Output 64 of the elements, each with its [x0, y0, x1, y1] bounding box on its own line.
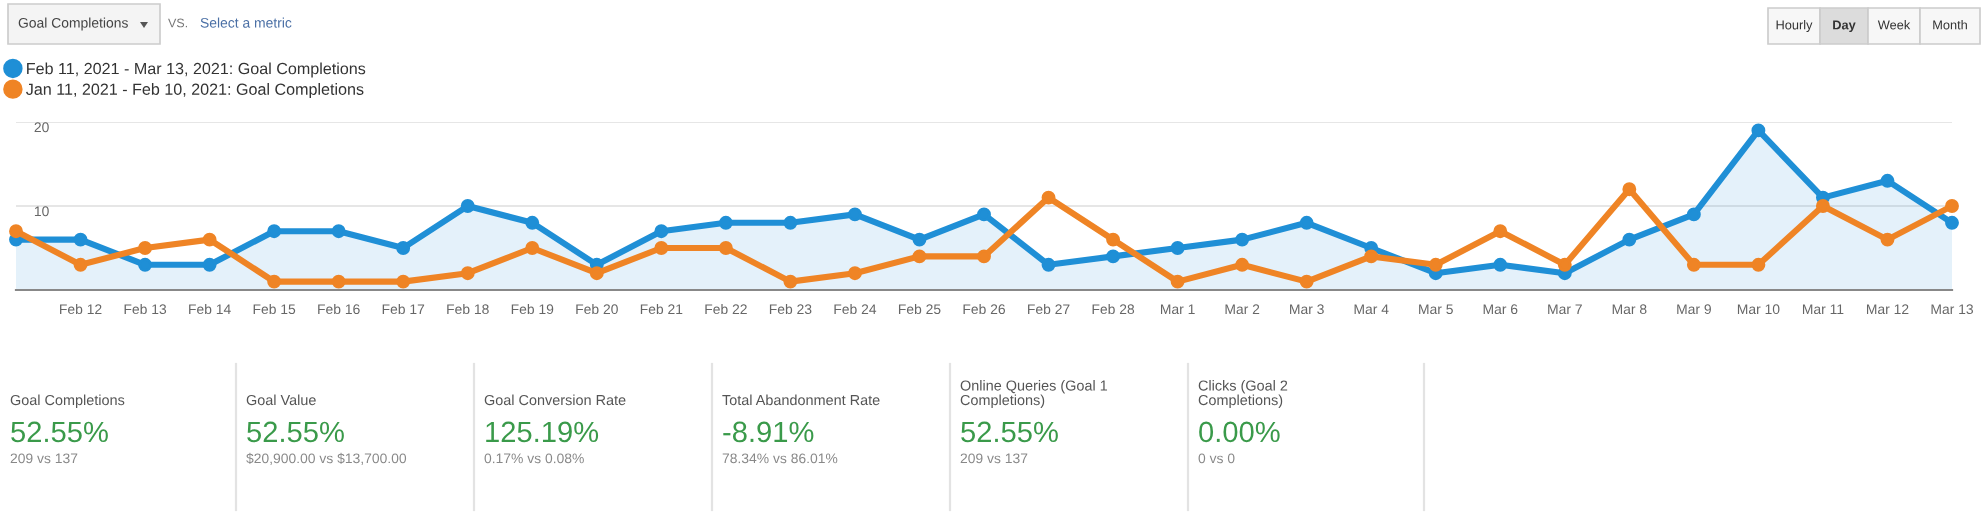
point	[1557, 257, 1572, 272]
point	[1622, 182, 1637, 197]
point	[525, 215, 540, 230]
point	[1880, 173, 1895, 188]
point	[783, 274, 798, 289]
point	[1751, 123, 1766, 138]
point	[1428, 257, 1443, 272]
point	[847, 266, 862, 281]
point	[1170, 241, 1185, 255]
text: 52.55%	[247, 421, 344, 443]
point	[9, 224, 23, 239]
point	[1686, 207, 1701, 222]
point	[202, 257, 217, 272]
point	[1751, 257, 1766, 272]
point	[331, 274, 346, 289]
point	[1299, 274, 1314, 289]
text: -8.91%	[723, 421, 814, 443]
point	[1815, 199, 1830, 213]
point	[1880, 232, 1895, 247]
point	[460, 199, 475, 213]
point	[977, 207, 991, 222]
point	[202, 232, 217, 247]
point	[1106, 249, 1121, 264]
point	[1235, 257, 1250, 272]
point	[1235, 232, 1250, 247]
point	[654, 224, 669, 239]
point	[73, 232, 88, 247]
text: 0.00%	[1199, 421, 1280, 443]
point	[73, 257, 88, 272]
point	[1299, 215, 1314, 230]
point	[460, 266, 475, 281]
text: 52.55%	[11, 421, 108, 443]
point	[1945, 215, 1959, 230]
point	[718, 215, 733, 230]
legend-label: Jan 11, 2021 - Feb 10, 2021: Goal Completions	[26, 83, 364, 99]
point	[847, 207, 862, 222]
point	[977, 249, 991, 264]
point	[396, 274, 411, 289]
point	[1170, 274, 1185, 289]
point	[589, 266, 604, 281]
point	[138, 257, 153, 272]
legend-label: Feb 11, 2021 - Mar 13, 2021: Goal Completions	[27, 62, 366, 78]
point	[267, 274, 282, 289]
point	[1945, 199, 1959, 213]
text: 52.55%	[961, 421, 1058, 443]
point	[138, 241, 153, 255]
point	[1493, 257, 1508, 272]
point	[1686, 257, 1701, 272]
point	[331, 224, 346, 239]
point	[267, 224, 282, 239]
point	[396, 241, 411, 255]
point	[1622, 232, 1637, 247]
point	[654, 241, 669, 255]
text: 125.19%	[486, 421, 599, 443]
point	[912, 232, 927, 247]
point	[912, 249, 927, 264]
point	[718, 241, 733, 255]
point	[1493, 224, 1508, 239]
point	[1041, 257, 1056, 272]
point	[1364, 249, 1379, 264]
point	[783, 215, 798, 230]
point	[525, 241, 540, 255]
point	[1106, 232, 1121, 247]
point	[1041, 190, 1056, 205]
